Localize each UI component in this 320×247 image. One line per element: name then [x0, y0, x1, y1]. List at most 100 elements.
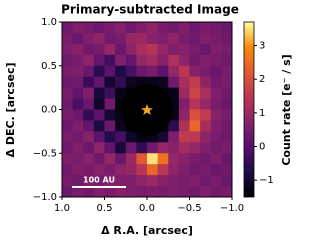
pixel	[93, 87, 105, 99]
pixel	[157, 175, 169, 187]
pixel	[221, 87, 233, 99]
pixel	[200, 186, 212, 198]
pixel	[147, 164, 159, 176]
pixel	[189, 186, 201, 198]
pixel	[200, 109, 212, 121]
x-axis-label: Δ R.A. [arcsec]	[101, 224, 193, 237]
pixel	[168, 131, 180, 143]
pixel	[200, 54, 212, 67]
pixel	[125, 54, 137, 67]
pixel	[72, 131, 84, 143]
pixel	[210, 87, 222, 99]
pixel	[136, 76, 148, 89]
colorbar-label: Count rate [e⁻ / s]	[280, 54, 293, 165]
pixel	[83, 142, 95, 154]
pixel	[200, 87, 212, 99]
pixel	[157, 32, 169, 45]
pixel	[93, 109, 105, 121]
pixel	[125, 43, 137, 56]
pixel	[168, 22, 180, 34]
pixel	[136, 22, 148, 34]
pixel	[178, 76, 190, 89]
pixel	[210, 43, 222, 56]
pixel	[147, 153, 159, 165]
pixel	[83, 131, 95, 143]
pixel	[62, 120, 74, 132]
pixel	[83, 54, 95, 67]
pixel	[136, 65, 148, 78]
pixel	[115, 98, 127, 110]
scale-bar-label: 100 AU	[83, 176, 115, 185]
pixel	[178, 131, 190, 143]
pixel	[200, 175, 212, 187]
pixel	[210, 76, 222, 89]
pixel	[147, 76, 159, 89]
pixel	[168, 87, 180, 99]
pixel	[221, 164, 233, 176]
pixel	[221, 54, 233, 67]
pixel	[157, 131, 169, 143]
pixel	[178, 109, 190, 121]
pixel	[168, 32, 180, 45]
pixel	[93, 43, 105, 56]
pixel	[157, 54, 169, 67]
pixel	[189, 54, 201, 67]
pixel	[178, 142, 190, 154]
pixel	[168, 120, 180, 132]
pixel	[93, 65, 105, 78]
pixel	[136, 142, 148, 154]
pixel	[72, 32, 84, 45]
pixel	[104, 131, 116, 143]
pixel	[72, 43, 84, 56]
pixel	[83, 76, 95, 89]
pixel	[189, 22, 201, 34]
pixel	[157, 164, 169, 176]
pixel	[115, 54, 127, 67]
pixel	[104, 76, 116, 89]
pixel	[104, 153, 116, 165]
pixel	[178, 22, 190, 34]
pixel	[200, 76, 212, 89]
pixel	[221, 109, 233, 121]
pixel	[62, 153, 74, 165]
pixel	[178, 186, 190, 198]
pixel	[83, 65, 95, 78]
pixel	[62, 175, 74, 187]
pixel	[104, 142, 116, 154]
pixel	[168, 164, 180, 176]
colorbar-tick-label: 0	[259, 142, 265, 153]
pixel	[200, 98, 212, 110]
pixel	[210, 153, 222, 165]
pixel	[136, 175, 148, 187]
pixel	[189, 153, 201, 165]
pixel	[136, 32, 148, 45]
pixel	[115, 109, 127, 121]
pixel	[72, 153, 84, 165]
x-tick-label: 1.0	[54, 203, 70, 214]
pixel	[136, 54, 148, 67]
pixel	[178, 65, 190, 78]
pixel	[147, 54, 159, 67]
pixel	[72, 175, 84, 187]
pixel	[210, 164, 222, 176]
pixel	[115, 175, 127, 187]
pixel	[168, 54, 180, 67]
pixel	[115, 164, 127, 176]
pixel	[221, 32, 233, 45]
pixel	[62, 164, 74, 176]
pixel	[200, 65, 212, 78]
pixel	[168, 109, 180, 121]
pixel	[147, 22, 159, 34]
pixel	[221, 131, 233, 143]
pixel	[115, 22, 127, 34]
pixel	[168, 142, 180, 154]
pixel	[72, 142, 84, 154]
pixel	[104, 87, 116, 99]
pixel	[125, 153, 137, 165]
pixel	[62, 43, 74, 56]
pixel	[221, 43, 233, 56]
pixel	[93, 22, 105, 34]
pixel	[200, 153, 212, 165]
pixel	[104, 22, 116, 34]
pixel	[189, 87, 201, 99]
